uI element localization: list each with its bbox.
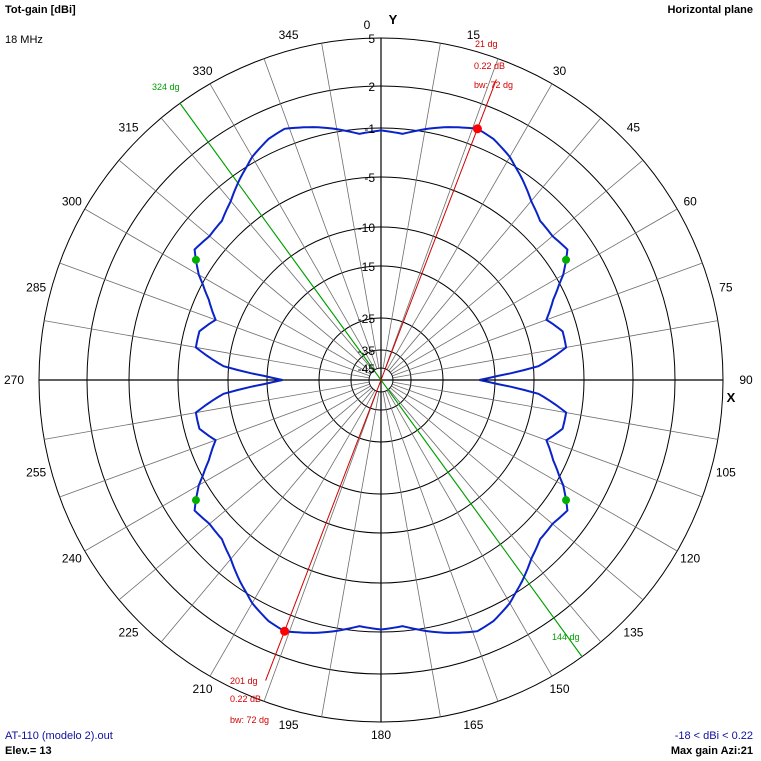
main-lobe-beamwidth-label: bw: 72 dg [474, 80, 513, 90]
grid-spoke [384, 391, 499, 702]
file-label: AT-110 (modelo 2).out [5, 730, 113, 742]
grid-spoke [386, 83, 553, 370]
frequency-label: 18 MHz [5, 34, 43, 46]
azimuth-tick-label: 135 [623, 625, 643, 639]
radial-tick-label: -15 [358, 260, 376, 274]
azimuth-tick-label: 45 [627, 121, 641, 135]
radial-tick-label: -10 [358, 221, 376, 235]
azimuth-tick-label: 15 [467, 28, 481, 42]
azimuth-tick-label: 225 [119, 625, 139, 639]
beam-direction-line [265, 79, 497, 681]
grid-spoke [118, 387, 373, 601]
azimuth-tick-label: 240 [62, 552, 82, 566]
radial-tick-label: -25 [358, 312, 376, 326]
radial-tick-label: -45 [358, 362, 376, 376]
azimuth-tick-label: 195 [279, 718, 299, 732]
gain-range-label: -18 < dBi < 0.22 [674, 730, 753, 742]
radial-tick-label: 5 [368, 32, 375, 46]
azimuth-tick-label: 60 [683, 195, 697, 209]
main-lobe-azimuth-label: 21 dg [475, 39, 498, 49]
grid-spoke [263, 58, 378, 369]
chart-labels: 0153045607590105120135150165180195210225… [4, 12, 753, 742]
grid-spoke [84, 208, 371, 375]
radial-tick-label: -5 [364, 171, 375, 185]
azimuth-tick-label: 90 [739, 373, 753, 387]
half-power-marker [562, 496, 571, 505]
azimuth-tick-label: 255 [26, 465, 46, 479]
half-power-label-144: 144 dg [552, 632, 580, 642]
grid-spoke [160, 117, 374, 372]
azimuth-tick-label: 165 [463, 718, 483, 732]
radial-tick-label: 2 [368, 80, 375, 94]
azimuth-tick-label: 330 [192, 64, 212, 78]
back-lobe-gain-label: 0.22 dB [230, 694, 261, 704]
azimuth-tick-label: 315 [119, 121, 139, 135]
pattern-markers [191, 124, 571, 636]
half-power-label-324: 324 dg [152, 82, 180, 92]
grid-spoke [321, 43, 380, 369]
polar-grid [38, 37, 724, 723]
grid-spoke [44, 381, 370, 440]
y-axis-label: Y [389, 12, 398, 27]
azimuth-tick-label: 105 [716, 465, 736, 479]
grid-spoke [384, 58, 499, 369]
back-lobe-beamwidth-label: bw: 72 dg [230, 715, 269, 725]
azimuth-tick-label: 180 [371, 728, 391, 742]
elevation-label: Elev.= 13 [5, 745, 52, 757]
azimuth-tick-label: 300 [62, 195, 82, 209]
max-gain-label: Max gain Azi:21 [670, 745, 753, 757]
max-gain-marker [280, 626, 290, 636]
radial-tick-label: -1 [364, 122, 375, 136]
pattern-curve [193, 126, 569, 634]
azimuth-tick-label: 120 [680, 552, 700, 566]
reference-lines [179, 79, 583, 681]
main-lobe-gain-label: 0.22 dB [474, 61, 505, 71]
radial-tick-label: -35 [358, 344, 376, 358]
half-power-marker [191, 255, 200, 264]
grid-spoke [392, 320, 718, 379]
back-lobe-azimuth-label: 201 dg [230, 676, 258, 686]
azimuth-tick-label: 75 [719, 281, 733, 295]
half-power-marker [191, 496, 200, 505]
grid-spoke [391, 385, 678, 552]
azimuth-tick-label: 150 [549, 682, 569, 696]
plane-label: Horizontal plane [667, 4, 753, 16]
azimuth-tick-label: 210 [192, 682, 212, 696]
grid-spoke [388, 117, 602, 372]
chart-title: Tot-gain [dBi] [5, 4, 76, 16]
grid-spoke [386, 390, 553, 677]
azimuth-tick-label: 0 [364, 18, 371, 32]
grid-spoke [263, 391, 378, 702]
grid-spoke [160, 388, 374, 643]
half-power-marker [562, 255, 571, 264]
grid-spoke [389, 387, 644, 601]
azimuth-tick-label: 270 [4, 373, 24, 387]
grid-spoke [44, 320, 370, 379]
grid-spoke [391, 208, 678, 375]
azimuth-tick-label: 285 [26, 281, 46, 295]
grid-spoke [84, 385, 371, 552]
grid-spoke [321, 391, 380, 717]
x-axis-label: X [727, 390, 736, 405]
max-gain-marker [472, 124, 482, 134]
grid-spoke [388, 388, 602, 643]
grid-spoke [382, 391, 441, 717]
grid-spoke [382, 43, 441, 369]
grid-spoke [209, 83, 376, 370]
azimuth-tick-label: 345 [279, 28, 299, 42]
grid-spoke [392, 381, 718, 440]
grid-spoke [389, 159, 644, 373]
grid-spoke [209, 390, 376, 677]
azimuth-tick-label: 30 [553, 64, 567, 78]
radiation-pattern [193, 126, 569, 634]
grid-spoke [118, 159, 373, 373]
